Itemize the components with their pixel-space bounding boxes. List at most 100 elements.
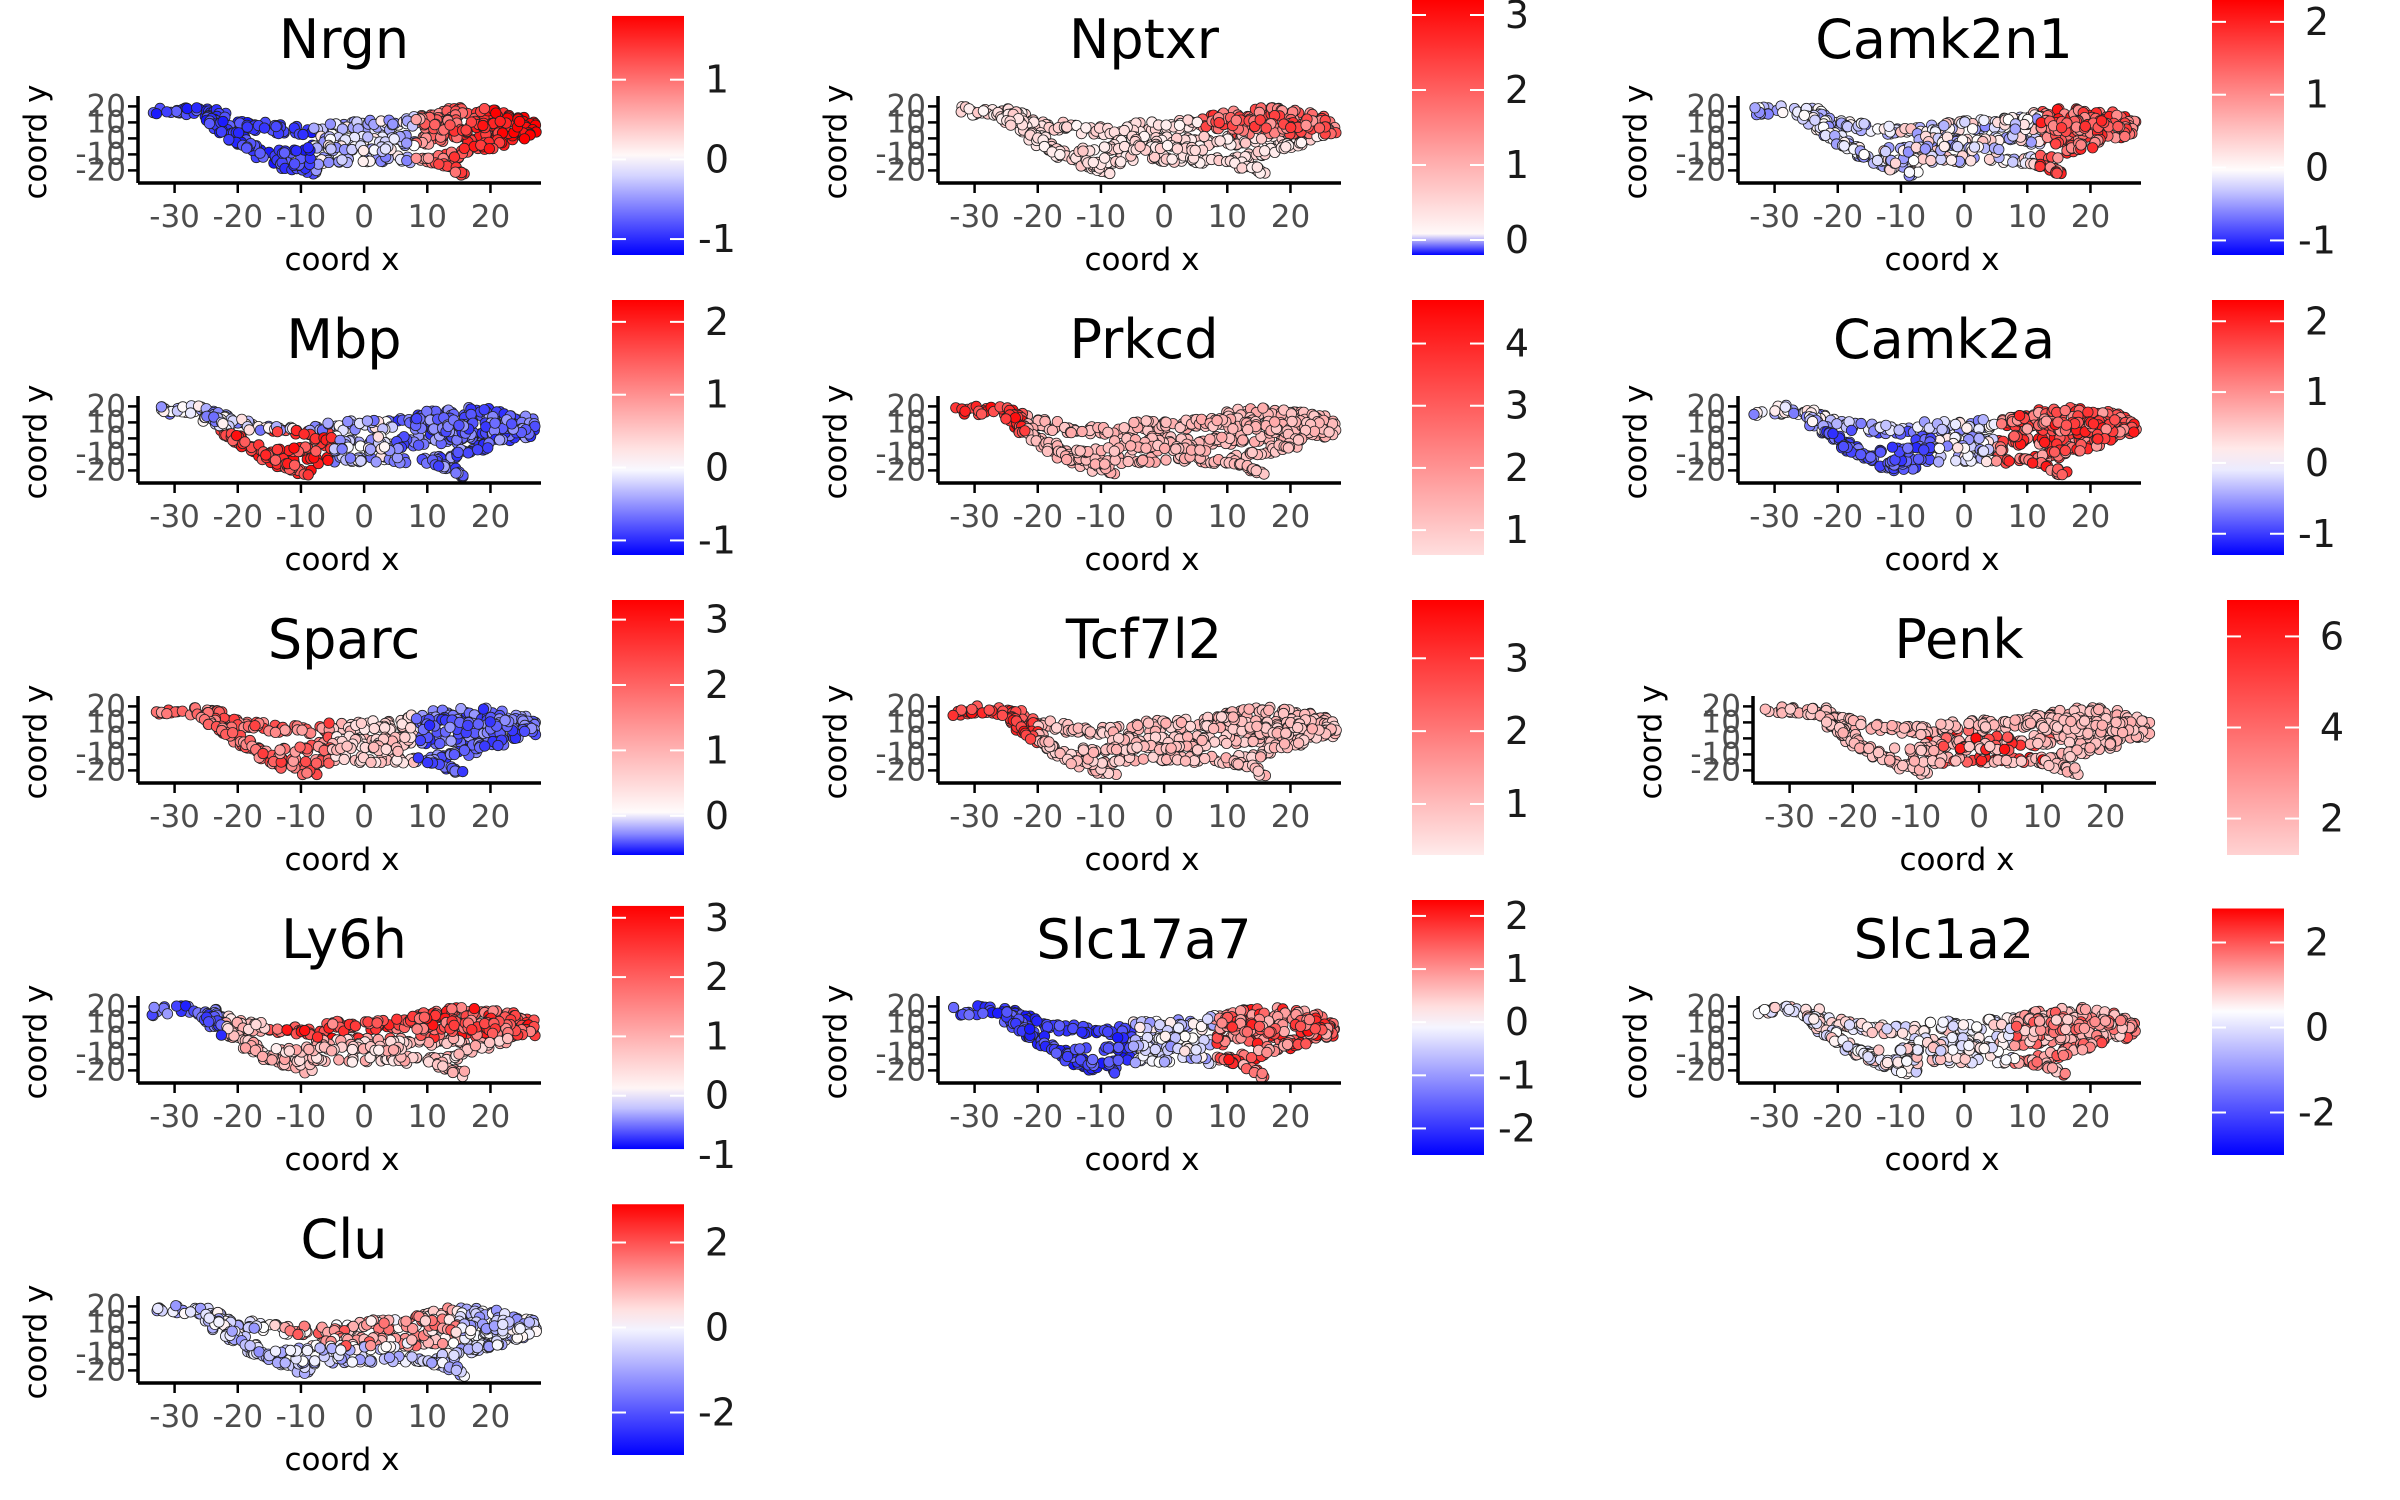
x-tick-label: 20 bbox=[2071, 499, 2110, 535]
data-point bbox=[322, 454, 334, 466]
data-point bbox=[1243, 703, 1255, 715]
data-point bbox=[1259, 145, 1271, 157]
data-point bbox=[453, 419, 465, 431]
data-point bbox=[1175, 716, 1187, 729]
data-point bbox=[1950, 455, 1962, 467]
x-tick-label: -20 bbox=[1012, 499, 1063, 535]
data-point bbox=[1968, 141, 1981, 153]
data-point bbox=[484, 716, 496, 728]
data-point bbox=[279, 724, 291, 736]
data-point bbox=[290, 145, 302, 157]
data-point bbox=[287, 755, 299, 767]
data-point bbox=[1098, 141, 1111, 153]
data-point bbox=[433, 158, 445, 170]
data-point bbox=[308, 122, 320, 134]
x-tick-label: 0 bbox=[354, 199, 374, 235]
data-point bbox=[1251, 161, 1263, 173]
data-point bbox=[1160, 416, 1172, 428]
data-point bbox=[361, 415, 373, 427]
data-point bbox=[379, 143, 392, 155]
data-point bbox=[1125, 440, 1137, 452]
data-point bbox=[1242, 424, 1254, 436]
data-point bbox=[1204, 433, 1216, 445]
data-point bbox=[457, 766, 469, 778]
scatter-points bbox=[147, 102, 542, 181]
data-point bbox=[996, 709, 1008, 722]
data-point bbox=[150, 108, 163, 120]
data-point bbox=[444, 119, 456, 131]
colorbar-tick-label: 2 bbox=[705, 300, 729, 344]
data-point bbox=[364, 443, 377, 455]
data-point bbox=[302, 142, 314, 154]
data-point bbox=[462, 447, 474, 459]
data-point bbox=[478, 404, 490, 416]
data-point bbox=[324, 118, 336, 130]
data-point bbox=[1280, 141, 1292, 153]
data-point bbox=[380, 743, 392, 755]
data-point bbox=[241, 142, 253, 154]
y-axis-label: coord y bbox=[1618, 384, 1654, 499]
x-tick-label: -20 bbox=[212, 499, 263, 535]
data-point bbox=[1128, 416, 1140, 429]
colorbar-tick-label: 3 bbox=[705, 598, 729, 642]
x-tick-label: -20 bbox=[1012, 199, 1063, 235]
data-point bbox=[471, 444, 484, 456]
data-point bbox=[243, 424, 255, 436]
data-point bbox=[2082, 406, 2094, 418]
data-point bbox=[1269, 416, 1281, 428]
data-point bbox=[1140, 415, 1152, 427]
data-point bbox=[1951, 141, 1964, 153]
data-point bbox=[341, 740, 353, 752]
data-point bbox=[1806, 415, 1819, 428]
x-axis-label: coord x bbox=[284, 842, 399, 878]
x-axis-label: coord x bbox=[1884, 542, 1999, 578]
data-point bbox=[1990, 455, 2002, 467]
data-point bbox=[322, 417, 334, 429]
data-point bbox=[217, 115, 229, 128]
x-tick-label: -10 bbox=[1876, 499, 1927, 535]
data-point bbox=[2079, 120, 2091, 132]
y-axis-label: coord y bbox=[18, 84, 54, 199]
data-point bbox=[215, 126, 228, 138]
colorbar-tick-label: 0 bbox=[1505, 218, 1529, 262]
colorbar bbox=[2212, 300, 2284, 555]
data-point bbox=[1918, 444, 1930, 456]
data-point bbox=[1995, 444, 2007, 456]
data-point bbox=[2003, 455, 2015, 467]
data-point bbox=[1855, 448, 1867, 461]
data-point bbox=[1061, 454, 1073, 466]
scatter-points bbox=[155, 400, 541, 483]
data-point bbox=[336, 443, 348, 455]
data-point bbox=[1912, 453, 1925, 465]
data-point bbox=[302, 469, 314, 481]
data-point bbox=[355, 455, 367, 467]
data-point bbox=[278, 147, 291, 159]
data-point bbox=[477, 703, 490, 715]
data-point bbox=[493, 434, 506, 446]
data-point bbox=[2087, 418, 2100, 430]
data-point bbox=[1000, 413, 1012, 425]
data-point bbox=[489, 417, 501, 429]
data-point bbox=[2009, 123, 2021, 135]
data-point bbox=[1189, 144, 1201, 156]
data-point bbox=[506, 418, 518, 430]
data-point bbox=[445, 735, 457, 747]
data-point bbox=[1061, 121, 1073, 133]
data-point bbox=[2059, 445, 2071, 457]
data-point bbox=[1043, 736, 1055, 748]
data-point bbox=[227, 727, 239, 739]
data-point bbox=[1239, 137, 1252, 149]
scatter-points bbox=[1749, 100, 2142, 182]
data-point bbox=[405, 722, 417, 734]
data-point bbox=[1054, 149, 1066, 161]
data-point bbox=[499, 714, 511, 726]
data-point bbox=[412, 439, 425, 451]
data-point bbox=[1903, 166, 1916, 178]
data-point bbox=[368, 722, 380, 735]
x-tick-label: 20 bbox=[2071, 199, 2110, 235]
data-point bbox=[274, 744, 286, 756]
data-point bbox=[1076, 425, 1088, 438]
colorbar bbox=[1412, 300, 1484, 555]
